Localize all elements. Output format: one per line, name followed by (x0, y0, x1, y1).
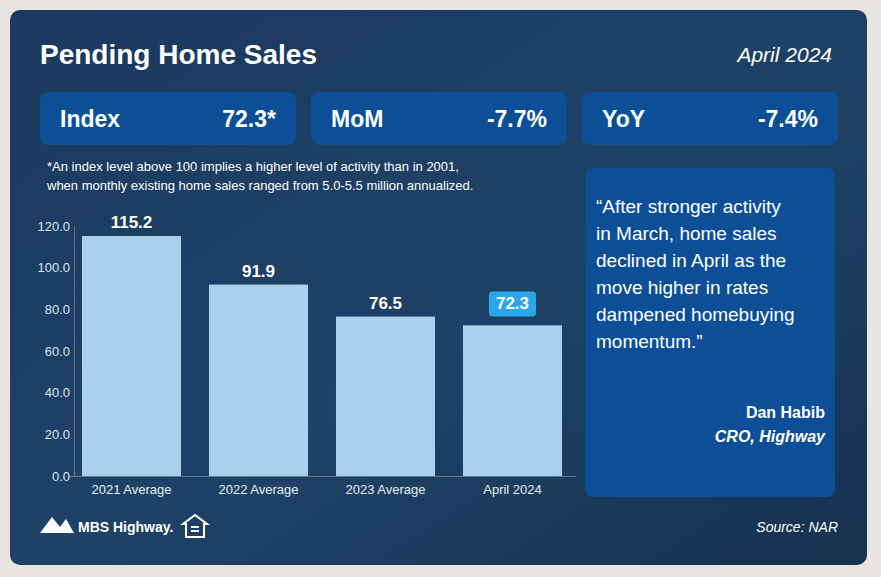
quote-text: “After stronger activity (596, 196, 781, 217)
housing-icon-bar (191, 526, 199, 528)
bar (209, 285, 308, 476)
y-tick-label: 20.0 (45, 427, 70, 442)
quote-author: Dan Habib (746, 404, 825, 421)
quote-text: declined in April as the (596, 250, 786, 271)
y-tick-label: 40.0 (45, 385, 70, 400)
stat-box-bg (582, 92, 838, 145)
y-tick-label: 120.0 (37, 219, 70, 234)
stat-value: 72.3* (222, 106, 276, 132)
stat-box: Index 72.3* (40, 92, 296, 145)
x-axis: 2021 Average 2022 Average 2023 Average Apri… (69, 476, 577, 497)
data-labels: 115.2 91.9 76.5 72.3 (111, 213, 536, 316)
quote-text: dampened homebuying (596, 304, 795, 325)
data-label: 115.2 (111, 213, 153, 232)
y-axis-line (74, 227, 75, 477)
y-tick: 60.0 (45, 344, 74, 359)
chart: 0.0 20.0 40.0 60.0 80.0 100.0 120.0 2021 Averag… (37, 213, 576, 497)
bar (463, 325, 562, 476)
footer: MBS Highway. Source: NAR (40, 515, 838, 537)
y-axis: 0.0 20.0 40.0 60.0 80.0 100.0 120.0 (37, 219, 74, 484)
x-axis-line (69, 476, 577, 477)
y-tick-label: 80.0 (45, 302, 70, 317)
date: April 2024 (735, 43, 832, 66)
y-tick: 80.0 (45, 302, 74, 317)
quote-role: CRO, Highway (715, 428, 826, 445)
background (0, 0, 881, 577)
y-tick: 100.0 (37, 260, 74, 275)
stat-box: MoM -7.7% (311, 92, 567, 145)
stat-box-bg (40, 92, 296, 145)
y-tick-label: 100.0 (37, 260, 70, 275)
stat-value: -7.4% (758, 106, 818, 132)
y-tick: 120.0 (37, 219, 74, 234)
footnote: *An index level above 100 implies a high… (47, 159, 459, 174)
panel (10, 10, 867, 565)
data-label-badge (489, 291, 536, 316)
y-tick-label: 60.0 (45, 344, 70, 359)
x-tick: April 2024 (483, 476, 542, 497)
stat-label: MoM (331, 106, 383, 132)
bar (336, 317, 435, 476)
title: Pending Home Sales (40, 39, 317, 70)
quote-box (585, 168, 835, 497)
stat-box: YoY -7.4% (582, 92, 838, 145)
data-label: 76.5 (369, 294, 402, 313)
y-tick: 20.0 (45, 427, 74, 442)
stat-box-bg (311, 92, 567, 145)
x-tick: 2021 Average (92, 476, 172, 497)
x-tick-label: 2022 Average (219, 482, 299, 497)
x-tick: 2022 Average (219, 476, 299, 497)
x-tick-label: 2023 Average (346, 482, 426, 497)
stat-value: -7.7% (487, 106, 547, 132)
housing-icon (183, 515, 207, 537)
y-tick: 40.0 (45, 385, 74, 400)
infographic: Pending Home Sales April 2024 Index 72.3* Mo… (0, 0, 881, 577)
x-tick-label: 2021 Average (92, 482, 172, 497)
x-tick: 2023 Average (346, 476, 426, 497)
logo-text: MBS Highway. (78, 519, 173, 535)
bars (82, 236, 562, 476)
stat-label: Index (60, 106, 120, 132)
data-label: 91.9 (242, 262, 275, 281)
x-tick-label: April 2024 (483, 482, 542, 497)
footnote: when monthly existing home sales ranged … (46, 178, 473, 193)
y-tick-label: 0.0 (52, 469, 70, 484)
quote-text: in March, home sales (596, 223, 777, 244)
logo-mark (40, 517, 74, 533)
quote: “After stronger activity in March, home s… (585, 168, 835, 497)
quote-text: move higher in rates (596, 277, 768, 298)
source: Source: NAR (756, 519, 838, 535)
housing-icon-bar (191, 530, 199, 532)
data-label: 72.3 (496, 294, 529, 313)
quote-text: momentum.” (596, 331, 703, 352)
bar (82, 236, 181, 476)
stat-label: YoY (602, 106, 645, 132)
